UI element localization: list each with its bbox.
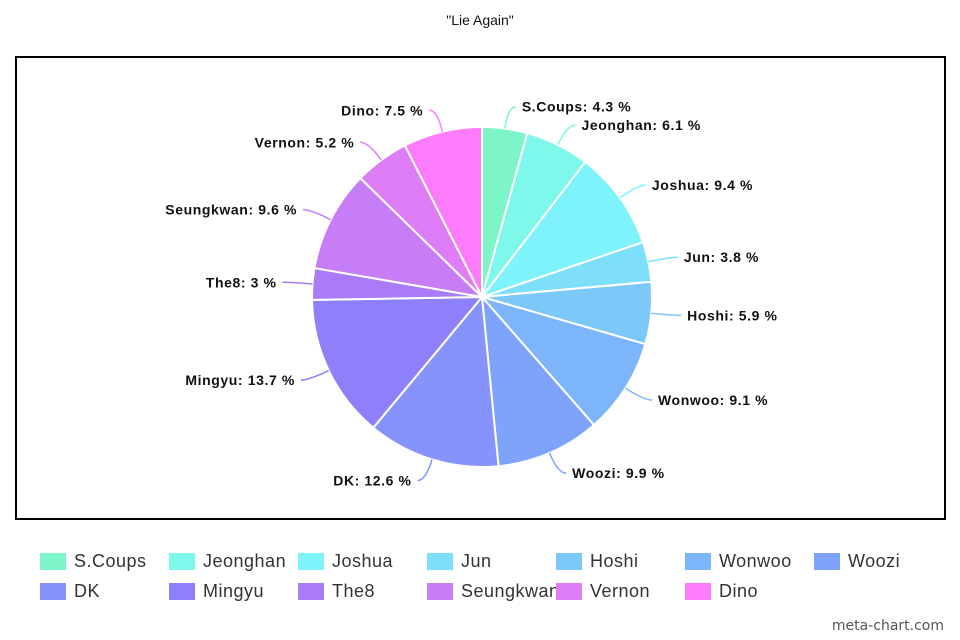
legend-label: Jeonghan [203,550,287,571]
legend-item-jeonghan[interactable]: Jeonghan [169,546,286,576]
legend-label: Seungkwan [461,580,560,601]
legend-item-dino[interactable]: Dino [685,576,758,606]
legend-swatch [685,552,711,570]
leader-line-seungkwan [302,208,331,221]
slice-label-woozi: Woozi: 9.9 % [572,465,665,481]
leader-line-vernon [360,141,382,161]
leader-line-mingyu [300,369,330,381]
leader-line-the8 [282,281,313,285]
legend-swatch [169,582,195,600]
slice-label-dk: DK: 12.6 % [333,473,411,489]
chart-credit: meta-chart.com [831,618,944,634]
legend-label: DK [74,580,101,601]
legend-item-woozi[interactable]: Woozi [814,546,900,576]
legend-swatch [40,582,66,600]
legend-label: Joshua [332,550,394,571]
slice-label-the8: The8: 3 % [206,274,277,290]
legend-label: Woozi [848,550,901,571]
leader-line-jeonghan [557,124,576,146]
leader-line-woozi [548,452,567,474]
leader-line-jun [648,256,678,263]
legend-label: Dino [719,580,759,601]
pie-slice-seungkwan [313,176,486,299]
pie-slice-dk [371,294,500,468]
legend-label: Jun [461,550,492,571]
chart-legend: S.Coups Jeonghan Joshua Jun Hoshi Wonwoo Woozi… [40,546,940,606]
legend-item-jun[interactable]: Jun [427,546,492,576]
legend-item-vernon[interactable]: Vernon [556,576,650,606]
legend-row: S.Coups Jeonghan Joshua Jun Hoshi Wonwoo Woozi [40,546,940,576]
legend-swatch [298,552,324,570]
legend-item-joshua[interactable]: Joshua [298,546,393,576]
legend-row: DK Mingyu The8 Seungkwan Vernon Dino [40,576,940,606]
slice-label-dino: Dino: 7.5 % [341,102,423,118]
legend-swatch [556,552,582,570]
slice-label-joshua: Joshua: 9.4 % [652,177,753,193]
slice-label-hoshi: Hoshi: 5.9 % [687,307,777,323]
legend-item-mingyu[interactable]: Mingyu [169,576,264,606]
legend-swatch [298,582,324,600]
legend-item-hoshi[interactable]: Hoshi [556,546,639,576]
leader-line-wonwoo [625,387,653,401]
legend-label: S.Coups [74,550,147,571]
legend-swatch [427,552,453,570]
leader-line-s-coups [504,105,516,129]
leader-line-hoshi [651,312,682,317]
slice-label-wonwoo: Wonwoo: 9.1 % [658,392,768,408]
legend-swatch [685,582,711,600]
chart-title: "Lie Again" [446,12,514,28]
legend-item-the8[interactable]: The8 [298,576,375,606]
legend-item-wonwoo[interactable]: Wonwoo [685,546,792,576]
leader-line-dk [417,459,433,482]
chart-frame: S.Coups: 4.3 % Jeonghan: 6.1 % Joshua: 9.4… [15,56,946,520]
legend-swatch [814,552,840,570]
legend-item-seungkwan[interactable]: Seungkwan [427,576,560,606]
legend-swatch [169,552,195,570]
legend-label: Vernon [590,580,651,601]
legend-item-dk[interactable]: DK [40,576,100,606]
legend-swatch [556,582,582,600]
legend-label: Mingyu [203,580,265,601]
slice-label-jeonghan: Jeonghan: 6.1 % [581,117,700,133]
legend-swatch [427,582,453,600]
slice-label-s-coups: S.Coups: 4.3 % [522,99,632,115]
legend-label: Hoshi [590,550,639,571]
slice-label-seungkwan: Seungkwan: 9.6 % [165,202,297,218]
leader-line-dino [429,109,444,132]
pie-chart: S.Coups: 4.3 % Jeonghan: 6.1 % Joshua: 9.4… [165,99,777,489]
legend-item-s-coups[interactable]: S.Coups [40,546,147,576]
slice-label-mingyu: Mingyu: 13.7 % [185,372,295,388]
legend-label: The8 [332,580,376,601]
slice-label-jun: Jun: 3.8 % [684,249,759,265]
legend-swatch [40,552,66,570]
pie-slice-dino [403,125,483,298]
legend-label: Wonwoo [719,550,792,571]
pie-slice-wonwoo [479,295,647,427]
leader-line-joshua [619,184,646,199]
slice-label-vernon: Vernon: 5.2 % [255,134,355,150]
